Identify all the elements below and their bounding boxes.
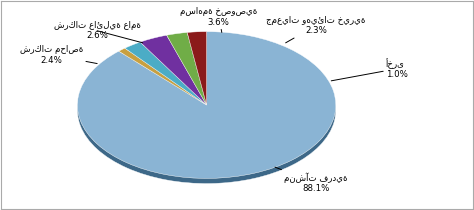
Text: مساهمة خصوصية
3.6%: مساهمة خصوصية 3.6% [180, 7, 257, 33]
Wedge shape [119, 53, 207, 110]
Wedge shape [167, 32, 207, 105]
Text: أخرى
1.0%: أخرى 1.0% [331, 58, 408, 81]
Wedge shape [125, 42, 207, 105]
Wedge shape [77, 37, 336, 184]
Wedge shape [187, 32, 207, 105]
Text: منشآت فردية
88.1%: منشآت فردية 88.1% [275, 167, 348, 193]
Text: شركات محاصة
2.4%: شركات محاصة 2.4% [20, 45, 97, 65]
Wedge shape [125, 47, 207, 110]
Text: شركات عائلية عامة
2.6%: شركات عائلية عامة 2.6% [54, 21, 143, 43]
Wedge shape [167, 38, 207, 110]
Text: جمعيات وهيئات خيرية
2.3%: جمعيات وهيئات خيرية 2.3% [266, 16, 366, 43]
Wedge shape [77, 32, 336, 178]
Wedge shape [140, 40, 207, 110]
Wedge shape [140, 35, 207, 105]
Wedge shape [187, 37, 207, 110]
Wedge shape [119, 48, 207, 105]
